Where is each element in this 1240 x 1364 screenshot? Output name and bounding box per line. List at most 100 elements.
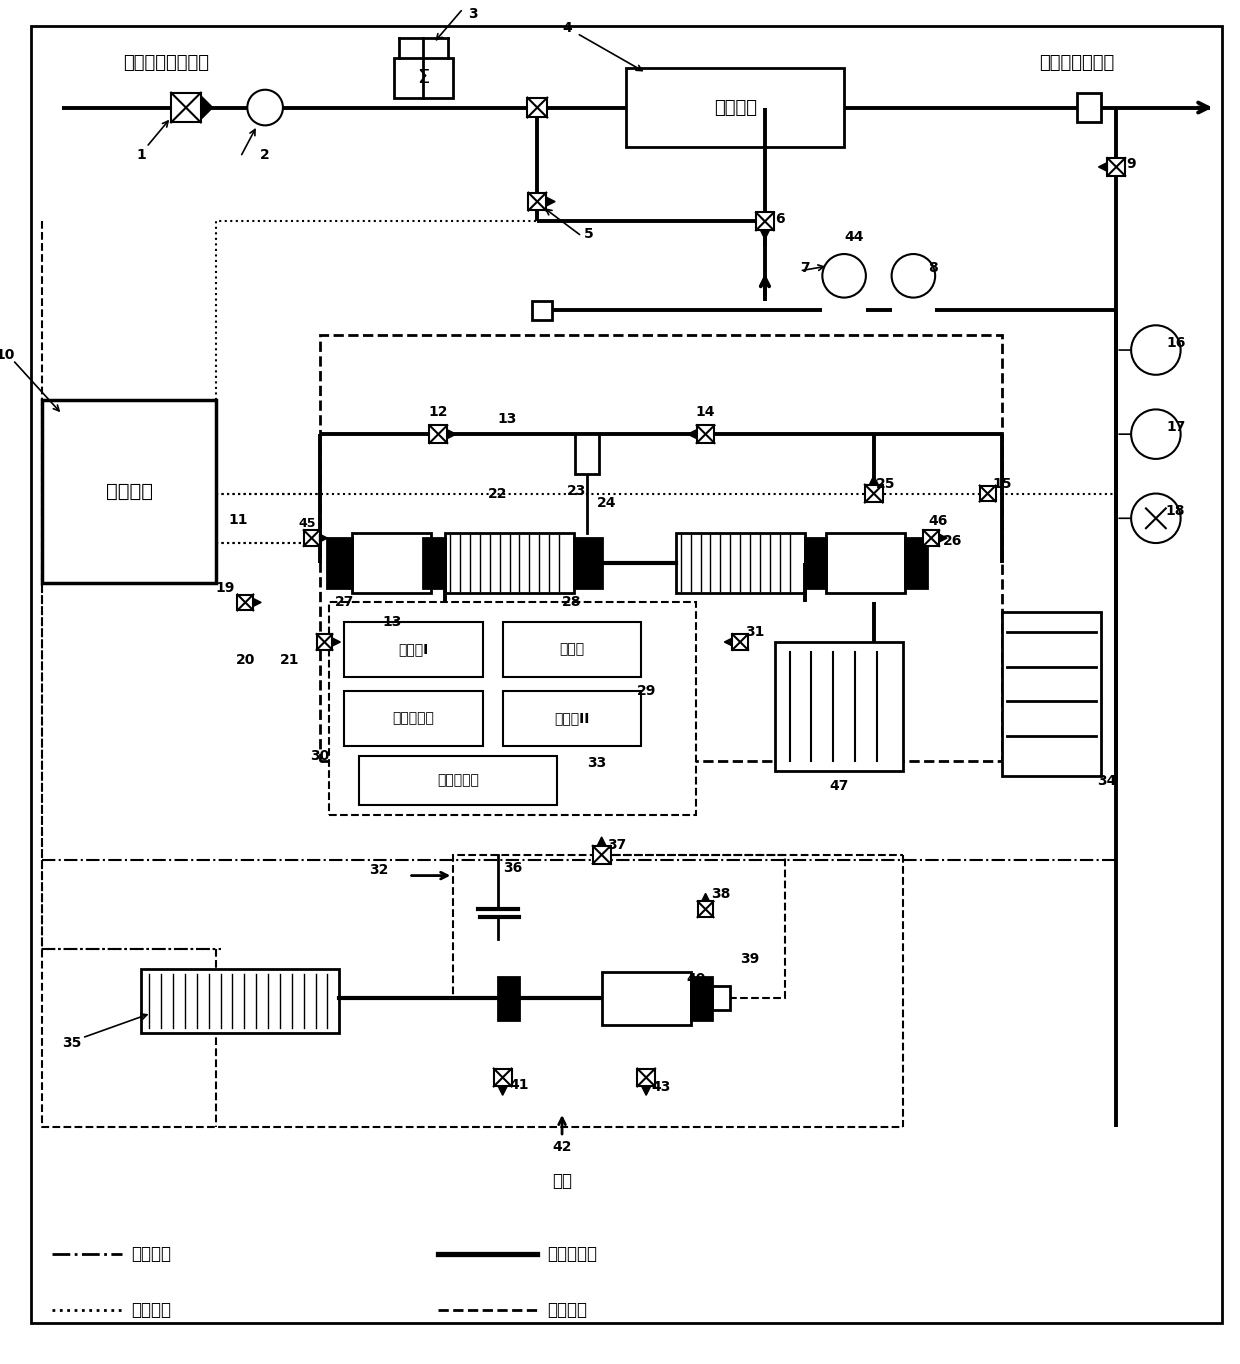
Text: 23: 23 xyxy=(567,484,587,498)
Text: 25: 25 xyxy=(875,476,895,491)
Text: 30: 30 xyxy=(310,749,329,762)
Bar xyxy=(826,533,905,592)
Bar xyxy=(626,68,844,147)
Polygon shape xyxy=(702,893,709,902)
Bar xyxy=(304,531,320,546)
Text: 47: 47 xyxy=(830,779,849,792)
Polygon shape xyxy=(869,476,878,484)
Bar xyxy=(864,484,883,502)
Polygon shape xyxy=(642,1086,651,1095)
Bar xyxy=(327,537,352,588)
Circle shape xyxy=(822,254,866,297)
Polygon shape xyxy=(253,599,262,607)
Polygon shape xyxy=(546,198,556,206)
Text: 9: 9 xyxy=(1126,157,1136,170)
Text: 1: 1 xyxy=(136,149,146,162)
Polygon shape xyxy=(448,430,456,439)
Circle shape xyxy=(1131,494,1180,543)
Bar xyxy=(494,1068,512,1086)
Bar xyxy=(775,642,904,771)
Text: 36: 36 xyxy=(503,861,522,874)
Text: 天然气通路: 天然气通路 xyxy=(547,1245,598,1263)
Text: 29: 29 xyxy=(636,685,656,698)
Polygon shape xyxy=(688,430,697,439)
Bar xyxy=(429,426,448,443)
Bar xyxy=(141,968,340,1033)
Text: 控制通路: 控制通路 xyxy=(131,1301,171,1319)
Bar xyxy=(497,977,520,1020)
Text: 18: 18 xyxy=(1166,505,1185,518)
Bar xyxy=(756,213,774,231)
Text: 43: 43 xyxy=(651,1080,671,1094)
Text: 天然气发电机组: 天然气发电机组 xyxy=(1039,55,1115,72)
Text: 空气通路: 空气通路 xyxy=(547,1301,588,1319)
Bar xyxy=(593,846,610,863)
Polygon shape xyxy=(332,638,340,647)
Text: 13: 13 xyxy=(382,615,402,629)
Polygon shape xyxy=(598,837,606,846)
Text: 8: 8 xyxy=(929,261,939,276)
Text: Σ: Σ xyxy=(418,68,429,87)
Bar xyxy=(601,971,691,1024)
Text: 37: 37 xyxy=(606,837,626,852)
Bar xyxy=(905,537,928,588)
Text: 控制模块: 控制模块 xyxy=(105,481,153,501)
Bar xyxy=(528,192,546,210)
Bar xyxy=(394,59,453,98)
Polygon shape xyxy=(1099,162,1107,172)
Circle shape xyxy=(247,90,283,125)
Text: 20: 20 xyxy=(236,653,255,667)
Bar xyxy=(352,533,432,592)
Bar xyxy=(320,336,1002,761)
Text: 变流器: 变流器 xyxy=(559,642,584,656)
Polygon shape xyxy=(724,638,733,647)
Text: 45: 45 xyxy=(299,517,316,529)
Text: 24: 24 xyxy=(596,496,616,510)
Bar xyxy=(360,756,557,805)
Bar xyxy=(316,634,332,649)
Bar xyxy=(1002,612,1101,776)
Text: 40: 40 xyxy=(686,971,706,986)
Circle shape xyxy=(1131,409,1180,458)
Text: 13: 13 xyxy=(498,412,517,427)
Text: 7: 7 xyxy=(800,261,810,276)
Text: 滤波器II: 滤波器II xyxy=(554,711,590,726)
Text: 2: 2 xyxy=(260,149,270,162)
Bar xyxy=(345,622,482,677)
Text: 16: 16 xyxy=(1166,336,1185,351)
Bar xyxy=(445,533,574,592)
Text: 32: 32 xyxy=(370,862,388,877)
Bar xyxy=(733,634,748,649)
Bar xyxy=(237,595,253,610)
Text: 电能存储器: 电能存储器 xyxy=(438,773,479,787)
Bar xyxy=(980,486,996,502)
Text: 3: 3 xyxy=(469,7,477,20)
Bar xyxy=(697,426,714,443)
Polygon shape xyxy=(498,1086,507,1095)
Text: 电量感应器: 电量感应器 xyxy=(393,711,434,726)
Bar xyxy=(575,434,599,473)
Text: 22: 22 xyxy=(489,487,507,501)
Bar xyxy=(330,603,696,816)
Text: 15: 15 xyxy=(993,476,1012,491)
Polygon shape xyxy=(320,535,327,542)
Bar xyxy=(924,531,939,546)
Text: 38: 38 xyxy=(711,888,730,902)
Text: 空气: 空气 xyxy=(552,1173,572,1191)
Circle shape xyxy=(892,254,935,297)
Polygon shape xyxy=(760,231,769,239)
Bar xyxy=(345,692,482,746)
Bar xyxy=(805,537,826,588)
Text: 35: 35 xyxy=(62,1035,82,1050)
Polygon shape xyxy=(939,535,947,542)
Bar xyxy=(1076,93,1101,123)
Text: 26: 26 xyxy=(944,535,962,548)
Text: 11: 11 xyxy=(228,513,248,528)
Text: 调压单元: 调压单元 xyxy=(714,98,756,116)
Text: 输气管（天然气）: 输气管（天然气） xyxy=(123,55,210,72)
Bar xyxy=(502,692,641,746)
Bar xyxy=(171,93,201,123)
Text: 41: 41 xyxy=(510,1079,529,1093)
Text: 17: 17 xyxy=(1166,420,1185,434)
Text: 12: 12 xyxy=(429,405,448,419)
